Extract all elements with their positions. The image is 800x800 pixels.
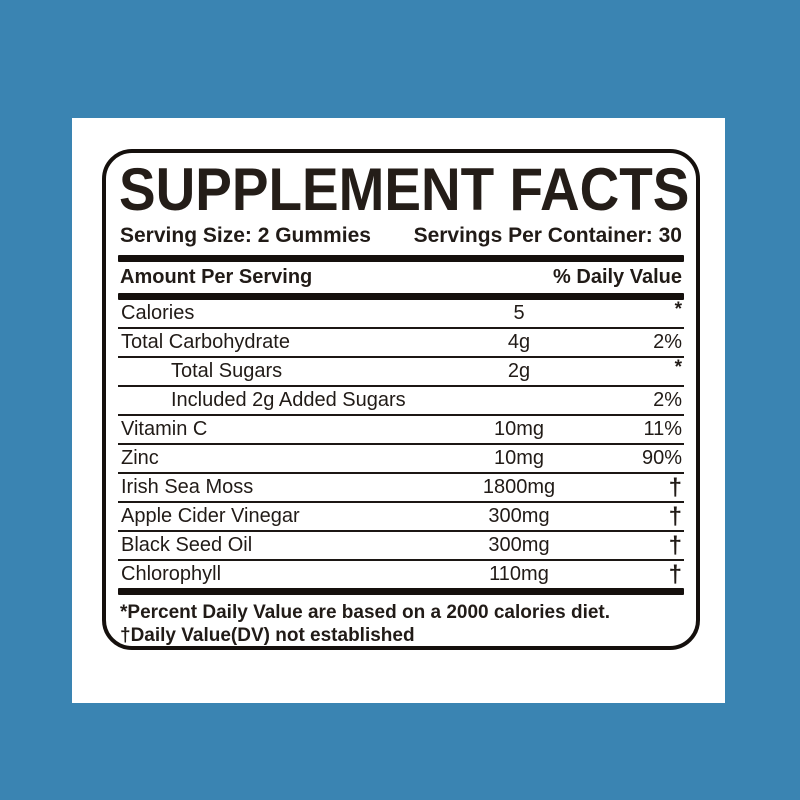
nutrient-amount: 300mg	[488, 505, 550, 527]
nutrient-name: Zinc	[121, 447, 159, 469]
nutrient-daily-value: †	[668, 473, 682, 501]
table-row: Calories 5 *	[118, 300, 684, 329]
nutrient-amount: 5	[513, 302, 525, 324]
serving-size-text: Serving Size: 2 Gummies	[120, 224, 371, 247]
nutrient-daily-value: *	[674, 357, 682, 378]
nutrient-name: Total Sugars	[171, 360, 283, 382]
nutrient-amount: 1800mg	[482, 476, 556, 498]
footnote-daily-value-not-established: †Daily Value(DV) not established	[120, 625, 415, 646]
table-row: Total Carbohydrate 4g 2%	[118, 329, 684, 358]
nutrient-daily-value: 11%	[643, 418, 682, 440]
daily-value-header: % Daily Value	[553, 266, 682, 288]
nutrient-amount: 10mg	[493, 447, 545, 469]
table-row: Included 2g Added Sugars 2%	[118, 387, 684, 416]
nutrient-daily-value: †	[668, 502, 682, 530]
table-header-row: Amount Per Serving % Daily Value	[118, 262, 684, 293]
thick-divider-bottom	[118, 588, 684, 595]
nutrient-daily-value: 90%	[641, 447, 682, 469]
serving-info-row: Serving Size: 2 Gummies Servings Per Con…	[118, 224, 684, 248]
footnote-percent-daily-value: *Percent Daily Value are based on a 2000…	[120, 602, 611, 623]
nutrient-daily-value: 2%	[653, 331, 682, 353]
table-row: Zinc 10mg 90%	[118, 445, 684, 474]
thick-divider-top	[118, 255, 684, 262]
supplement-facts-title: SUPPLEMENT FACTS	[119, 156, 690, 223]
table-row: Vitamin C 10mg 11%	[118, 416, 684, 445]
label-card: SUPPLEMENT FACTS Serving Size: 2 Gummies…	[72, 118, 725, 703]
nutrient-name: Included 2g Added Sugars	[171, 389, 406, 411]
thick-divider-header	[118, 293, 684, 300]
table-row: Black Seed Oil 300mg †	[118, 532, 684, 561]
nutrient-amount: 110mg	[489, 563, 549, 585]
nutrient-table: Calories 5 * Total Carbohydrate 4g 2% To…	[118, 300, 684, 588]
servings-per-container-text: Servings Per Container: 30	[413, 224, 682, 247]
nutrient-amount: 10mg	[493, 418, 545, 440]
nutrient-name: Apple Cider Vinegar	[121, 505, 300, 527]
table-row: Total Sugars 2g *	[118, 358, 684, 387]
nutrient-amount: 4g	[507, 331, 531, 353]
nutrient-daily-value: 2%	[653, 389, 682, 411]
table-row: Irish Sea Moss 1800mg †	[118, 474, 684, 503]
nutrient-name: Calories	[121, 302, 195, 324]
nutrient-daily-value: *	[674, 299, 682, 320]
nutrient-name: Total Carbohydrate	[121, 331, 290, 353]
supplement-facts-panel: SUPPLEMENT FACTS Serving Size: 2 Gummies…	[102, 149, 700, 650]
nutrient-daily-value: †	[668, 560, 682, 588]
nutrient-name: Chlorophyll	[121, 563, 222, 585]
nutrient-daily-value: †	[668, 531, 682, 559]
footnotes: *Percent Daily Value are based on a 2000…	[118, 595, 684, 647]
table-row: Apple Cider Vinegar 300mg †	[118, 503, 684, 532]
nutrient-amount: 2g	[507, 360, 531, 382]
nutrient-name: Vitamin C	[121, 418, 208, 440]
nutrient-amount: 300mg	[488, 534, 550, 556]
nutrient-name: Black Seed Oil	[121, 534, 253, 556]
amount-per-serving-header: Amount Per Serving	[120, 266, 313, 288]
nutrient-name: Irish Sea Moss	[121, 476, 254, 498]
table-row: Chlorophyll 110mg †	[118, 561, 684, 588]
